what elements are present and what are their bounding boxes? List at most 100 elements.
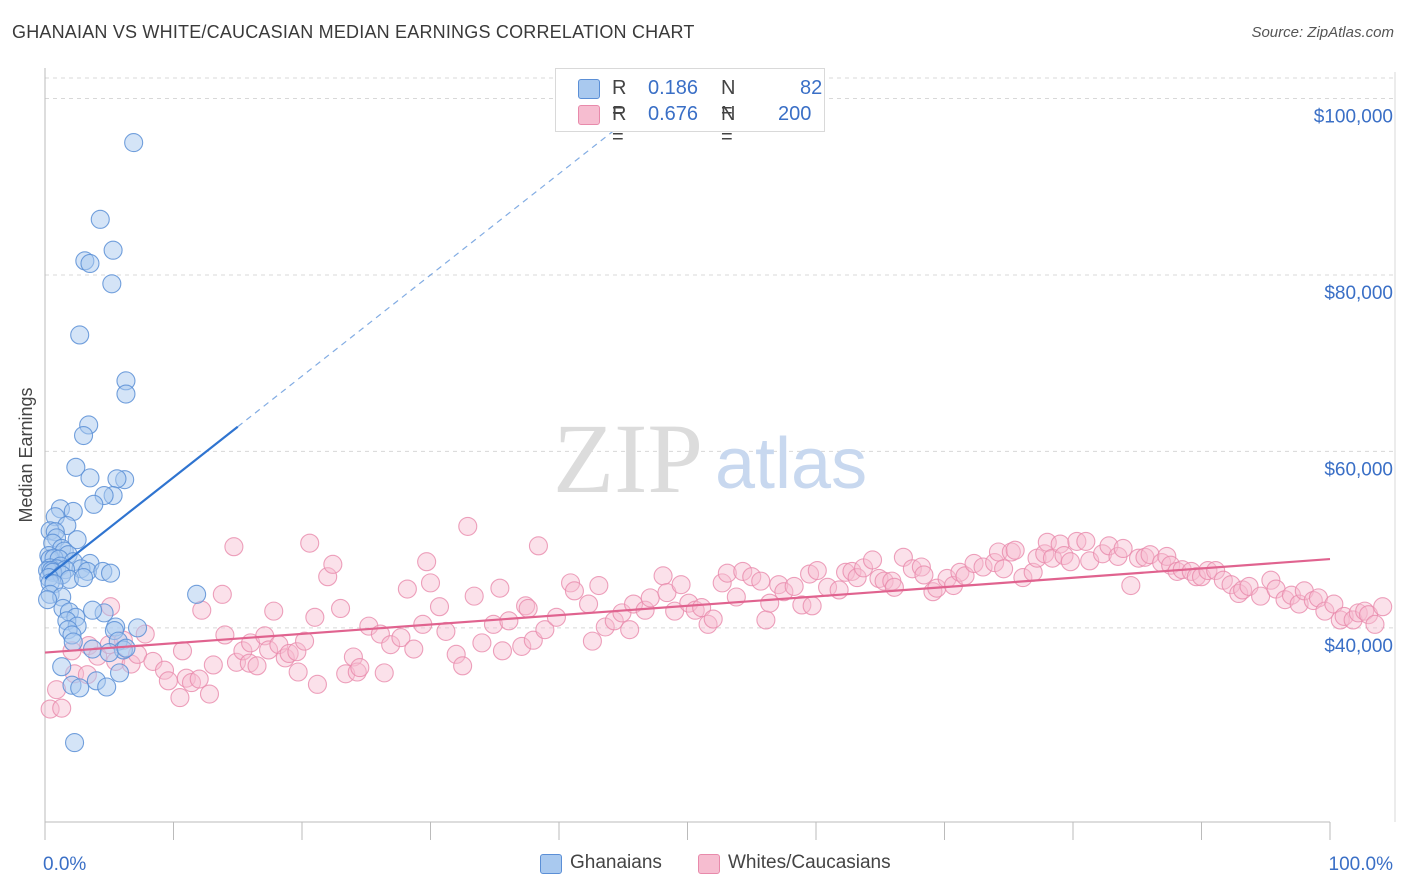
white-caucasian-point [1373,597,1393,617]
white-caucasian-point [215,625,235,645]
white-caucasian-trend-line [44,557,1331,654]
white-caucasian-point [692,598,712,618]
white-caucasian-point [288,662,308,682]
white-caucasian-point [192,600,212,620]
ghanaian-point [63,632,83,652]
white-caucasian-point [330,598,351,619]
ghanaian-point [100,563,121,583]
white-caucasian-point [1198,560,1218,581]
legend-label-whites: Whites/Caucasians [728,852,891,873]
white-caucasian-point [300,533,320,553]
ghanaian-point [109,663,130,683]
white-caucasian-point [436,621,456,641]
white-caucasian-point [264,601,284,621]
white-caucasian-point [1005,540,1025,560]
correlation-legend: R = 0.186 N = 82 R = 0.676 N = 200 [555,68,825,148]
white-caucasian-point [295,631,315,651]
white-caucasian-point [582,631,602,651]
legend-n-value: 82 [800,77,823,99]
white-caucasian-point [640,588,660,608]
white-caucasian-point [703,609,723,629]
legend-r-value: 0.676 [648,103,699,125]
trend-layer [44,122,1331,654]
axes-layer [44,68,1331,840]
legend-n-label: N = [721,103,736,148]
ghanaian-point [103,240,123,260]
white-caucasian-point [446,644,466,664]
y-axis-label: Median Earnings [16,387,36,522]
white-caucasian-point [458,516,478,536]
pink-swatch [578,105,600,125]
white-caucasian-point [994,559,1014,579]
legend-n-value: 200 [778,103,812,125]
white-caucasian-point [911,557,931,577]
ghanaian-point [80,468,100,488]
white-caucasian-point [717,563,737,583]
white-caucasian-point [1050,534,1070,554]
ghanaian-points [38,133,207,753]
white-caucasian-point [653,566,673,586]
white-caucasian-point [914,565,934,585]
white-caucasian-point [453,656,473,676]
white-caucasian-point [1355,601,1375,621]
white-caucasian-point [239,653,259,673]
ghanaian-point [107,469,127,489]
white-caucasian-point [492,641,513,661]
white-caucasian-point [307,674,327,694]
white-caucasian-point [784,576,804,596]
white-caucasian-point [323,554,343,574]
white-caucasian-point [305,607,325,627]
ghanaian-point [52,657,72,677]
white-caucasian-point [359,616,379,636]
white-caucasian-point [212,584,232,604]
white-caucasian-point [751,571,771,591]
y-tick-label: $60,000 [1324,459,1393,480]
legend-r-label: R = [612,103,627,148]
white-caucasian-point [287,642,307,662]
chart-title: GHANAIAN VS WHITE/CAUCASIAN MEDIAN EARNI… [12,22,695,42]
white-caucasian-point [620,620,640,640]
ghanaian-point [99,643,119,663]
white-caucasian-point [381,635,401,655]
ghanaian-point [38,590,58,610]
white-caucasian-points [40,516,1393,719]
legend-r-value: 0.186 [648,77,699,99]
white-caucasian-point [874,571,894,591]
white-caucasian-point [1365,614,1385,634]
pink-swatch [698,854,720,874]
white-caucasian-point [170,688,190,708]
white-caucasian-point [1140,545,1160,565]
white-caucasian-point [847,568,867,588]
x-tick-label: 100.0% [1329,854,1394,875]
white-caucasian-point [1121,575,1141,596]
ghanaian-point [70,678,90,698]
white-caucasian-point [404,639,424,659]
white-caucasian-point [374,663,394,683]
white-caucasian-point [199,684,220,704]
white-caucasian-point [490,578,510,598]
blue-swatch [540,854,562,874]
ghanaian-point [127,618,148,638]
white-caucasian-point [417,552,437,572]
white-caucasian-point [518,598,538,619]
tick-label-layer: $40,000 $60,000 $80,000 $100,000 0.0% 100.0% [43,106,1393,875]
ghanaian-point [74,425,94,446]
legend-r-label: R = [612,77,627,122]
white-caucasian-point [158,671,178,691]
white-caucasian-point [842,561,862,581]
ghanaian-point [90,209,110,229]
watermark-atlas: atlas [715,424,867,504]
white-caucasian-point [52,698,72,718]
watermark: ZIP atlas [553,403,867,514]
y-tick-label: $100,000 [1314,106,1393,127]
white-caucasian-point [712,573,732,593]
white-caucasian-point [224,537,244,557]
white-caucasian-point [1128,548,1149,568]
ghanaian-point [67,530,87,550]
watermark-zip: ZIP [553,403,703,514]
white-caucasian-point [671,575,691,595]
white-caucasian-point [1113,538,1133,559]
ghanaian-point [70,325,90,345]
chart-source: Source: ZipAtlas.com [1251,24,1394,41]
